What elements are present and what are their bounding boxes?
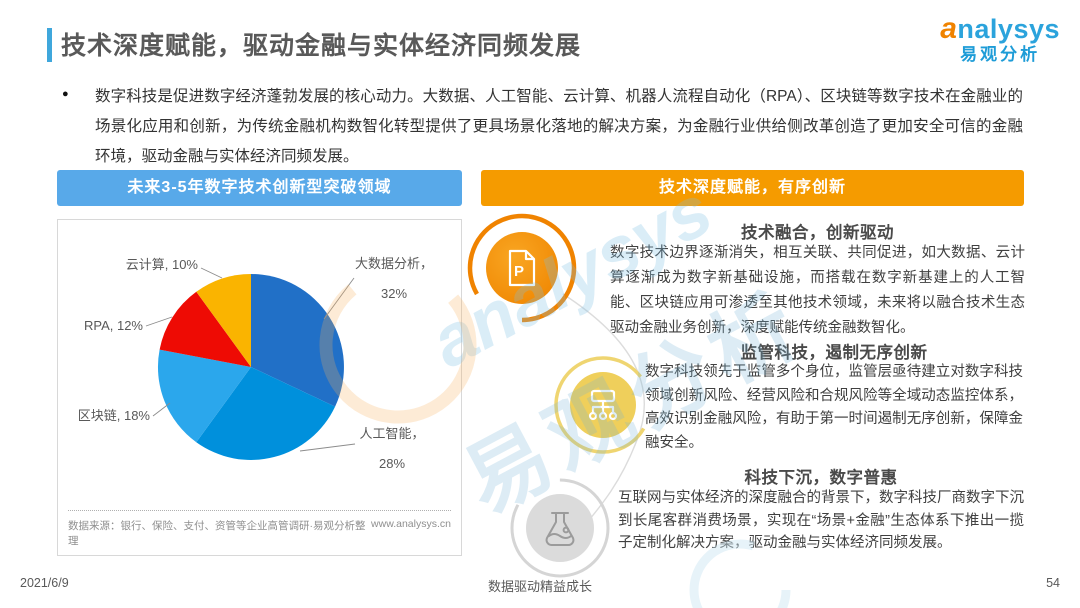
pie-leader-line [145,316,173,327]
section-2-body: 数字科技领先于监管多个身位，监管层亟待建立对数字科技领域创新风险、经营风险和合规… [645,364,1023,451]
pie-leader-line [200,267,223,279]
pie-leader-line [323,277,355,320]
right-banner: 技术深度赋能，有序创新 [481,170,1024,206]
website-link[interactable]: www.analysys.cn [371,518,451,530]
section-1-title: 技术融合，创新驱动 [741,224,894,242]
pie-label-1: 大数据分析， 32% [355,256,433,301]
pie-leader-line [299,443,356,452]
pie-leader-line [152,402,171,417]
page-number: 54 [1046,576,1060,590]
bullet-icon: ● [62,88,69,100]
intro-paragraph: 数字科技是促进数字经济蓬勃发展的核心动力。大数据、人工智能、云计算、机器人流程自… [95,88,1023,165]
logo-wordmark-rest: nalysys [957,14,1060,44]
section-3-title: 科技下沉，数字普惠 [744,469,898,487]
icon-ring [467,213,577,323]
title-accent-bar [47,28,52,62]
pie-chart: 大数据分析， 32% 人工智能， 28% 区块链, 18% RPA, 12% 云计算, 10… [78,256,433,471]
footer-slogan: 数据驱动精益成长 [487,579,592,594]
document-p-icon: P [467,213,577,323]
chart-source-note: 数据来源：银行、保险、支付、资管等企业高管调研·易观分析整理 [68,520,366,547]
svg-text:P: P [514,263,524,280]
pie-slice-1 [251,274,344,407]
logo-cn-text: 易观分析 [960,45,1041,64]
page-title: 技术深度赋能，驱动金融与实体经济同频发展 [61,32,582,60]
pie-label-2: 人工智能， 28% [359,426,424,471]
footer-date: 2021/6/9 [20,576,69,590]
section-2-title: 监管科技，遏制无序创新 [740,344,928,362]
pie-label-3: 区块链, 18% [78,408,151,423]
pie-slice-2 [196,367,336,460]
pie-label-5: 云计算, 10% [126,257,199,272]
analysys-logo: analysys 易观分析 [940,12,1060,65]
pie-label-4: RPA, 12% [84,318,143,333]
section-3-body: 互联网与实体经济的深度融合的背景下，数字科技厂商数字下沉到长尾客群消费场景，实现… [618,490,1024,551]
pie-slice-5 [196,274,251,367]
pie-chart-panel: 大数据分析， 32% 人工智能， 28% 区块链, 18% RPA, 12% 云计算, 10… [57,219,462,556]
flask-icon [510,478,610,578]
section-1-body: 数字技术边界逐渐消失，相互关联、共同促进，如大数据、云计算逐渐成为数字新基础设施… [610,245,1025,336]
left-banner: 未来3-5年数字技术创新型突破领域 [57,170,462,206]
icon-ring [510,478,610,578]
logo-wordmark: analysys [940,12,1060,45]
pie-slice-3 [157,349,251,443]
pie-slice-4 [159,291,251,367]
logo-swirl-icon: a [940,12,958,45]
